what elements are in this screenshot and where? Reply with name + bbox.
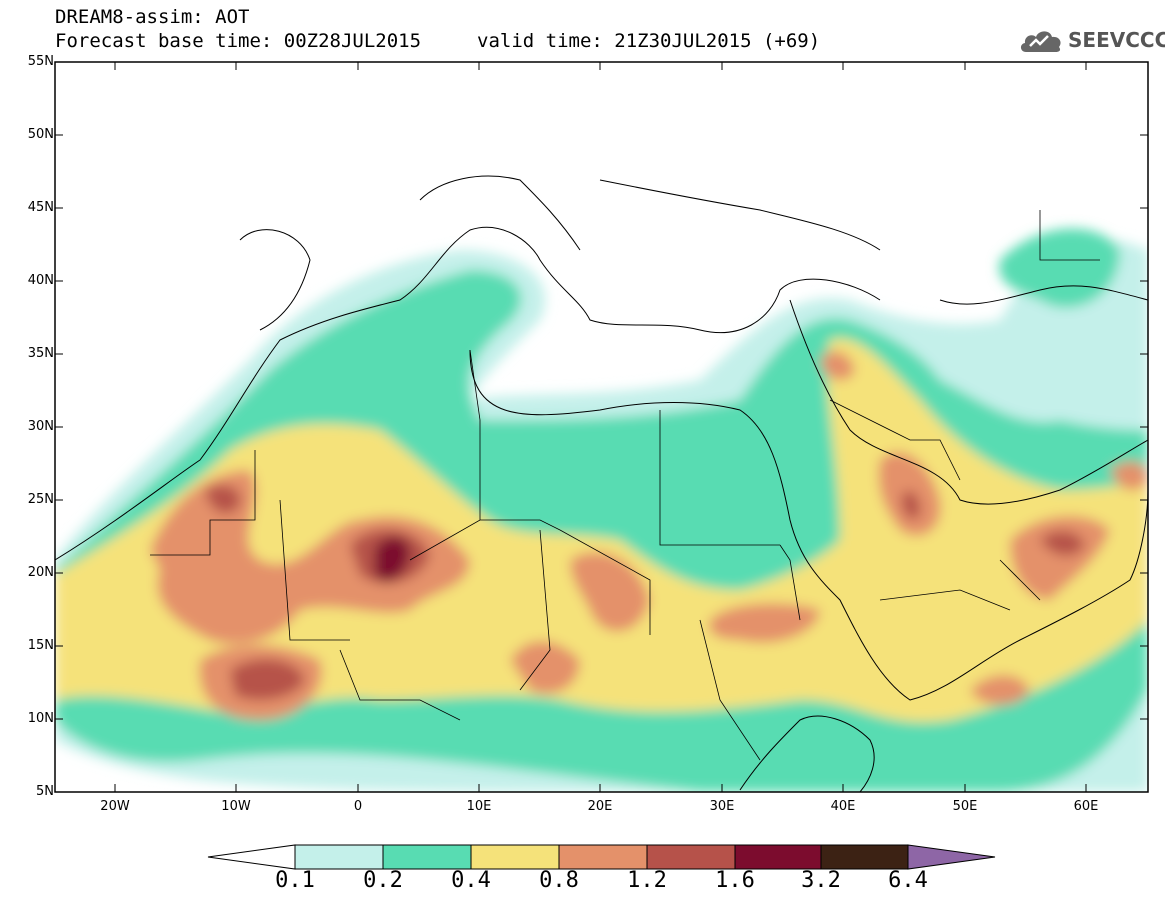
aot-band-1.2-arabia bbox=[901, 491, 921, 519]
lat-label: 15N bbox=[27, 638, 54, 653]
lon-label: 10W bbox=[221, 799, 251, 814]
lon-label: 0 bbox=[353, 799, 363, 814]
lat-label: 10N bbox=[27, 711, 54, 726]
title-line-2: Forecast base time: 00Z28JUL2015 bbox=[55, 30, 422, 52]
colorbar-label: 6.4 bbox=[888, 868, 928, 893]
lat-label: 35N bbox=[27, 346, 54, 361]
lat-ticks bbox=[55, 61, 1148, 720]
cloud-icon bbox=[1020, 31, 1061, 52]
lon-label: 20W bbox=[100, 799, 130, 814]
lon-label: 20E bbox=[587, 799, 613, 814]
aot-band-1.6 bbox=[375, 536, 410, 582]
colorbar-label: 0.2 bbox=[363, 868, 403, 893]
colorbar-label: 1.2 bbox=[627, 868, 667, 893]
coastlines bbox=[55, 175, 1148, 792]
colorbar-label: 1.6 bbox=[715, 868, 755, 893]
lon-label: 40E bbox=[830, 799, 856, 814]
aot-band-0.8-oman bbox=[1010, 516, 1110, 600]
aot-band-0.8-gulf bbox=[1110, 461, 1148, 491]
lon-label: 50E bbox=[952, 799, 978, 814]
aot-band-1.2-mali bbox=[230, 659, 305, 700]
valid-time: valid time: 21Z30JUL2015 (+69) bbox=[477, 30, 821, 52]
lon-label: 10E bbox=[466, 799, 492, 814]
lat-label: 5N bbox=[36, 784, 54, 799]
colorbar-label: 3.2 bbox=[801, 868, 841, 893]
colorbar-label: 0.4 bbox=[451, 868, 491, 893]
lat-label: 45N bbox=[27, 200, 54, 215]
colorbar-label: 0.8 bbox=[539, 868, 579, 893]
country-borders bbox=[150, 210, 1100, 761]
lat-label: 55N bbox=[27, 54, 54, 69]
lat-label: 20N bbox=[27, 565, 54, 580]
lat-label: 25N bbox=[27, 492, 54, 507]
colorbar-label: 0.1 bbox=[275, 868, 315, 893]
title-line-1: DREAM8-assim: AOT bbox=[55, 6, 250, 28]
lon-ticks bbox=[114, 62, 1087, 792]
aot-band-0.8-iraq bbox=[820, 351, 855, 381]
lat-label: 50N bbox=[27, 127, 54, 142]
lat-label: 30N bbox=[27, 419, 54, 434]
aot-band-0.2-caspian bbox=[999, 228, 1120, 308]
aot-band-0.4 bbox=[55, 338, 1148, 723]
seevccc-logo: SEEVCCC bbox=[1018, 24, 1165, 56]
aot-band-0.8-libya bbox=[570, 552, 650, 632]
aot-band-0.8-sudan bbox=[709, 603, 820, 643]
lon-label: 30E bbox=[709, 799, 735, 814]
aot-band-1.2-oman bbox=[1040, 530, 1085, 556]
logo-text: SEEVCCC bbox=[1068, 28, 1165, 52]
aot-band-1.2-west bbox=[205, 485, 241, 514]
lon-label: 60E bbox=[1073, 799, 1099, 814]
aot-band-0.8-yemen bbox=[970, 675, 1030, 705]
lat-label: 40N bbox=[27, 273, 54, 288]
aot-band-0.8-west bbox=[150, 470, 470, 644]
